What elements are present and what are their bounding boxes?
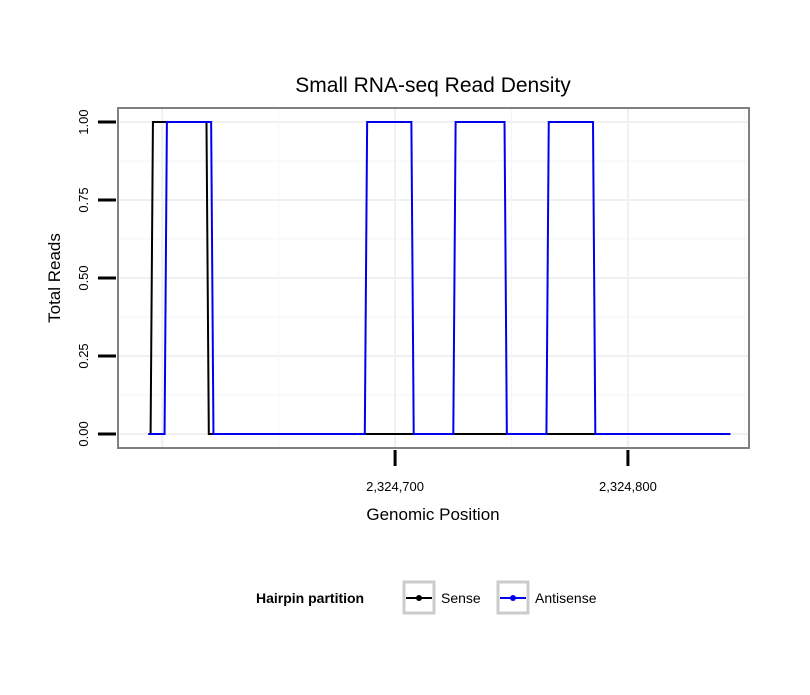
x-tick-label: 2,324,800 [599,479,657,494]
grid-lines [118,108,749,448]
y-tick-label: 0.25 [76,343,91,368]
x-axis-title: Genomic Position [366,505,499,524]
y-axis-title: Total Reads [45,233,64,323]
y-tick-label: 0.00 [76,421,91,446]
legend-label: Antisense [535,590,597,606]
legend: Hairpin partition Sense Antisense [256,580,597,615]
y-axis: 0.00 0.25 0.50 0.75 1.00 [76,109,116,447]
legend-label: Sense [441,590,481,606]
y-tick-label: 1.00 [76,109,91,134]
y-tick-label: 0.75 [76,187,91,212]
legend-title: Hairpin partition [256,590,364,606]
chart-title: Small RNA-seq Read Density [295,74,571,97]
plot-panel-border [117,107,750,449]
x-tick-label: 2,324,700 [366,479,424,494]
legend-key-marker [416,595,422,601]
legend-item-sense: Sense [402,580,481,615]
y-tick-label: 0.50 [76,265,91,290]
series-line-antisense [148,121,731,435]
series-lines [148,121,731,435]
legend-key-marker [510,595,516,601]
legend-item-antisense: Antisense [496,580,597,615]
x-axis: 2,324,700 2,324,800 [366,450,657,494]
